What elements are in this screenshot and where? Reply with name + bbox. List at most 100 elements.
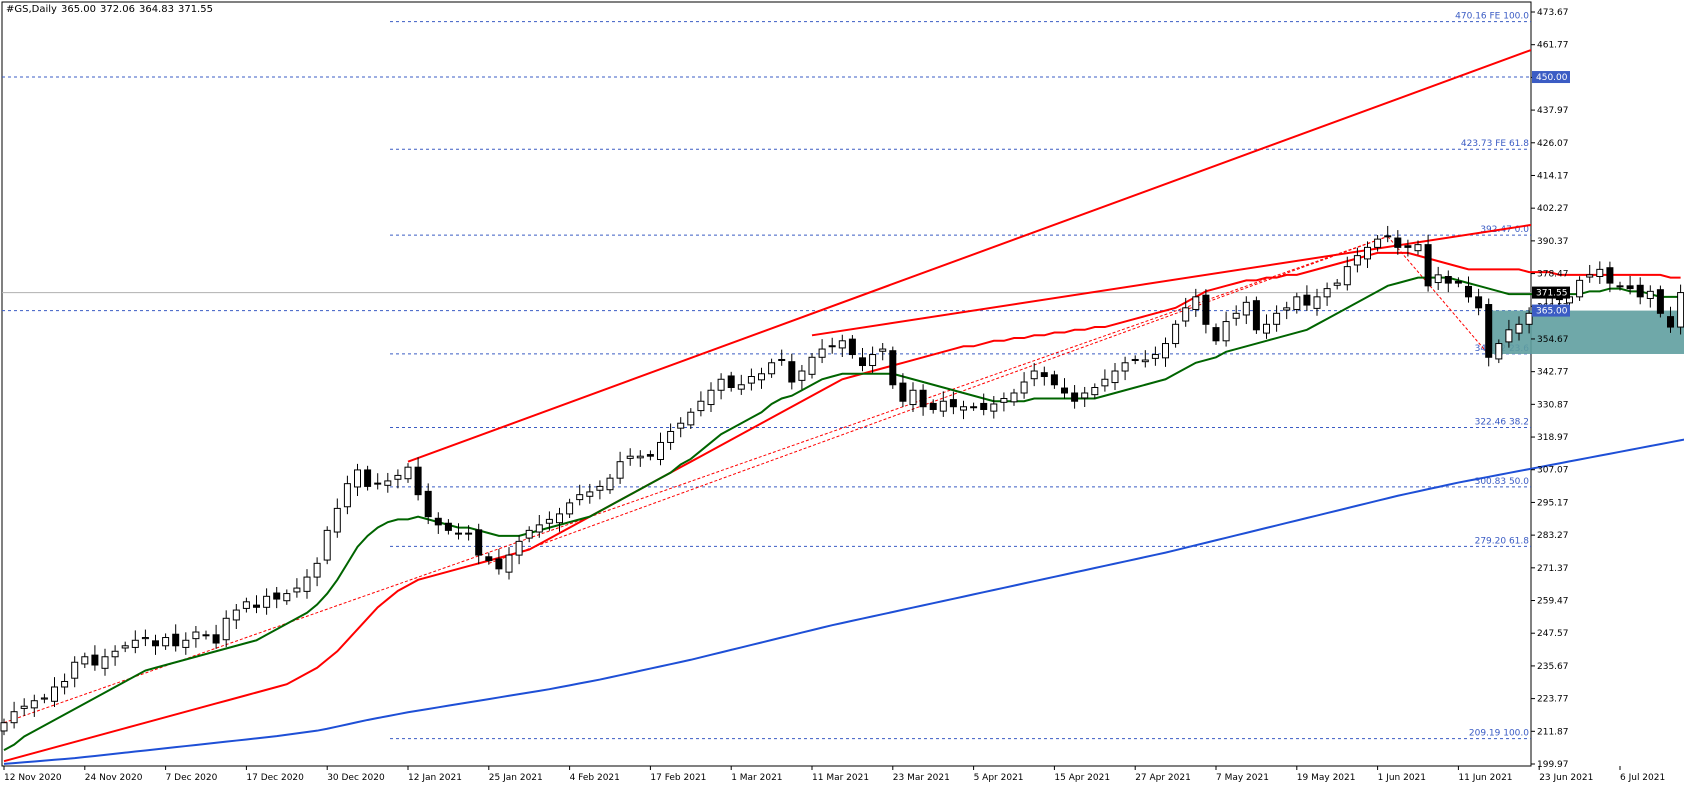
candle: [1475, 288, 1483, 316]
candle-down: [889, 350, 897, 386]
candle: [364, 465, 372, 491]
candle: [1030, 363, 1038, 387]
candle: [1071, 385, 1079, 409]
candle-up: [1283, 307, 1291, 311]
candle-up: [455, 532, 462, 535]
price-tag: [1532, 71, 1570, 84]
candle-up: [1182, 307, 1190, 322]
candle: [949, 391, 957, 415]
candle: [929, 399, 937, 414]
candle: [1374, 235, 1382, 252]
candle-down: [1626, 285, 1634, 290]
candle-up: [0, 722, 8, 732]
candle-up: [1101, 378, 1109, 387]
candle-up: [1192, 296, 1200, 310]
candle-down: [414, 466, 422, 496]
candle-up: [293, 587, 301, 593]
candle-up: [1414, 244, 1422, 252]
candle: [1394, 230, 1402, 255]
candle: [848, 335, 856, 359]
candle-up: [1162, 343, 1169, 359]
candle: [414, 457, 422, 501]
price-tag: [1532, 304, 1570, 317]
candle: [636, 450, 644, 467]
candle: [616, 451, 624, 484]
candle: [111, 645, 119, 666]
candle-down: [929, 402, 937, 410]
price-tick-label: 378.47: [1537, 270, 1569, 280]
time-tick-label: 1 Mar 2021: [731, 773, 782, 783]
high-value: 372.06: [99, 4, 135, 15]
price-tick-label: 402.27: [1537, 204, 1569, 214]
candle-up: [667, 430, 675, 443]
candle: [1202, 289, 1210, 334]
candle-up: [576, 494, 584, 501]
price-tick-label: 199.97: [1537, 760, 1569, 770]
candle: [919, 384, 927, 416]
trendline: [488, 235, 1388, 564]
candle: [1293, 292, 1301, 314]
time-tick-label: 19 May 2021: [1297, 773, 1356, 783]
candle-up: [586, 491, 594, 497]
candle-up: [465, 532, 473, 535]
candle: [323, 526, 331, 565]
time-axis: 12 Nov 2020 24 Nov 2020 7 Dec 2020 17 Dec 2…: [3, 766, 1665, 783]
candle-up: [121, 645, 129, 649]
candle: [606, 474, 614, 494]
candle: [232, 604, 240, 630]
price-tick-label: 223.77: [1537, 695, 1569, 705]
candle: [182, 632, 190, 655]
candle-down: [1071, 392, 1079, 402]
chart-header: #GS,Daily 365.00 372.06 364.83 371.55: [6, 4, 217, 15]
candle: [1495, 339, 1503, 364]
candle: [535, 514, 543, 538]
candle-down: [778, 358, 786, 361]
candle: [970, 402, 978, 411]
candle: [1121, 356, 1129, 381]
candle-down: [495, 558, 503, 570]
candle: [1465, 276, 1472, 303]
candle-up: [1030, 370, 1038, 380]
candle: [545, 511, 553, 531]
candle: [455, 523, 462, 540]
candle: [202, 630, 210, 640]
candle-down: [1475, 296, 1483, 309]
symbol-label: #GS,Daily: [6, 4, 57, 15]
price-tick-label: 307.07: [1537, 466, 1569, 476]
candle-up: [1596, 268, 1604, 278]
candle-up: [677, 422, 685, 429]
candle-up: [818, 348, 826, 358]
candle: [566, 498, 574, 519]
candle: [162, 633, 170, 650]
candle: [1353, 247, 1361, 273]
time-tick-label: 5 Apr 2021: [974, 773, 1024, 783]
candle-down: [1252, 300, 1260, 331]
candle: [242, 597, 250, 613]
candle-up: [20, 705, 28, 709]
candle: [121, 641, 129, 653]
time-tick-label: 17 Feb 2021: [650, 773, 706, 783]
candle: [343, 475, 351, 515]
price-tick-label: 473.67: [1537, 8, 1569, 18]
time-tick-label: 6 Jul 2021: [1620, 773, 1665, 783]
candle: [657, 432, 664, 466]
candle-down: [1424, 244, 1432, 287]
candle: [444, 519, 452, 535]
candle-up: [636, 455, 644, 459]
candle: [0, 718, 8, 736]
candle: [222, 610, 230, 648]
candle-up: [1374, 238, 1382, 248]
candle: [1646, 285, 1654, 308]
time-tick-label: 11 Mar 2021: [812, 773, 869, 783]
candle-up: [909, 389, 917, 406]
time-tick-label: 23 Mar 2021: [893, 773, 950, 783]
candle: [525, 526, 533, 543]
fib-levels: 470.16 FE 100.0 423.73 FE 61.8 392.47 0.0 3…: [2, 12, 1531, 740]
candle-up: [313, 562, 321, 578]
candle: [263, 588, 271, 615]
candle-up: [1333, 282, 1341, 286]
price-tick-label: 271.37: [1537, 564, 1569, 574]
candle: [61, 673, 69, 695]
candle: [1232, 305, 1240, 326]
